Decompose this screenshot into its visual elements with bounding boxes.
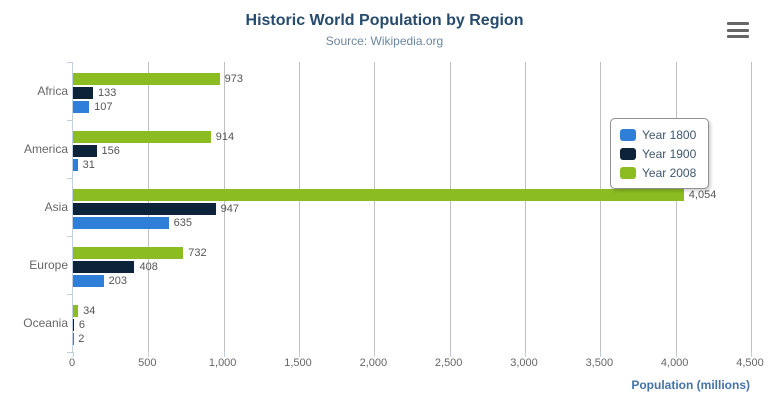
x-axis-tick-label: 4,500 bbox=[736, 357, 764, 369]
bar-value-label: 156 bbox=[101, 145, 120, 157]
gridline bbox=[675, 62, 677, 352]
y-axis-tick bbox=[67, 352, 73, 353]
bar-value-label: 31 bbox=[82, 159, 95, 171]
bar-group-oceania: 34 6 2 bbox=[73, 294, 751, 352]
y-axis-tick bbox=[67, 178, 73, 179]
y-axis-tick bbox=[67, 294, 73, 295]
bar-value-label: 4,054 bbox=[688, 189, 717, 201]
bar-group-america: 914 156 31 bbox=[73, 120, 751, 178]
legend-item-year-1800[interactable]: Year 1800 bbox=[620, 125, 696, 144]
hamburger-menu-icon[interactable] bbox=[725, 20, 751, 40]
legend-swatch-icon bbox=[620, 128, 636, 141]
x-axis-tick-label: 2,000 bbox=[359, 357, 388, 369]
plot-area: 973 133 107 914 156 31 4,054 947 635 732 408 203 34 6… bbox=[67, 62, 752, 357]
bar-asia-year-1900[interactable] bbox=[73, 203, 216, 215]
category-label-africa: Africa bbox=[37, 84, 68, 98]
x-axis-tick-label: 3,500 bbox=[585, 357, 614, 369]
x-axis-tick-label: 0 bbox=[68, 357, 76, 369]
bar-value-label: 914 bbox=[215, 131, 235, 143]
bar-value-label: 2 bbox=[78, 333, 85, 345]
legend-swatch-icon bbox=[620, 147, 636, 160]
bar-oceania-year-2008[interactable] bbox=[73, 305, 79, 317]
x-axis-tick-label: 4,000 bbox=[660, 357, 689, 369]
gridline bbox=[374, 62, 376, 352]
x-axis-tick bbox=[299, 352, 300, 357]
bar-africa-year-1900[interactable] bbox=[73, 87, 94, 99]
bar-value-label: 34 bbox=[83, 305, 96, 317]
category-label-asia: Asia bbox=[44, 200, 68, 214]
x-axis-tick bbox=[148, 352, 150, 357]
legend-label: Year 1800 bbox=[642, 127, 697, 142]
y-axis-tick bbox=[67, 236, 73, 237]
y-axis-tick bbox=[67, 120, 73, 121]
bar-america-year-1800[interactable] bbox=[73, 159, 78, 171]
x-axis-tick bbox=[449, 352, 451, 357]
chart-title: Historic World Population by Region bbox=[245, 12, 524, 29]
bar-group-africa: 973 133 107 bbox=[73, 62, 751, 120]
legend-item-year-2008[interactable]: Year 2008 bbox=[620, 163, 696, 182]
x-axis-tick bbox=[525, 352, 526, 357]
category-label-oceania: Oceania bbox=[23, 316, 68, 330]
bar-value-label: 133 bbox=[98, 87, 117, 99]
bar-group-asia: 4,054 947 635 bbox=[73, 178, 751, 236]
x-axis-tick-label: 3,000 bbox=[510, 357, 538, 369]
bar-africa-year-1800[interactable] bbox=[73, 101, 90, 113]
category-label-america: America bbox=[23, 142, 68, 156]
x-axis-title: Population (millions) bbox=[631, 378, 750, 392]
y-axis-tick bbox=[67, 62, 73, 63]
x-axis-tick bbox=[600, 352, 602, 357]
gridline bbox=[525, 62, 526, 352]
legend-label: Year 1900 bbox=[642, 146, 697, 161]
gridline bbox=[299, 62, 300, 352]
x-axis-tick bbox=[73, 352, 74, 357]
legend-label: Year 2008 bbox=[642, 165, 697, 180]
x-axis-tick bbox=[751, 352, 752, 357]
bar-america-year-2008[interactable] bbox=[73, 131, 211, 143]
bar-asia-year-2008[interactable] bbox=[73, 189, 684, 201]
bar-europe-year-2008[interactable] bbox=[73, 247, 184, 259]
gridline bbox=[751, 62, 752, 352]
legend-item-year-1900[interactable]: Year 1900 bbox=[620, 144, 696, 163]
bar-value-label: 732 bbox=[188, 247, 207, 259]
bar-oceania-year-1900[interactable] bbox=[73, 319, 74, 331]
bar-value-label: 107 bbox=[94, 101, 113, 113]
bar-europe-year-1900[interactable] bbox=[73, 261, 135, 273]
x-axis-tick bbox=[675, 352, 677, 357]
gridline bbox=[223, 62, 225, 352]
legend-swatch-icon bbox=[620, 166, 636, 179]
bar-value-label: 203 bbox=[108, 275, 127, 287]
x-axis-tick-label: 1,000 bbox=[208, 357, 237, 369]
x-axis-tick-label: 1,500 bbox=[284, 357, 312, 369]
bar-africa-year-2008[interactable] bbox=[73, 73, 220, 85]
bar-asia-year-1800[interactable] bbox=[73, 217, 169, 229]
bar-value-label: 973 bbox=[224, 73, 243, 85]
legend: Year 1800 Year 1900 Year 2008 bbox=[610, 118, 710, 189]
bar-america-year-1900[interactable] bbox=[73, 145, 97, 157]
bar-value-label: 635 bbox=[173, 217, 193, 229]
bar-group-europe: 732 408 203 bbox=[73, 236, 751, 294]
x-axis-tick bbox=[374, 352, 376, 357]
gridline bbox=[600, 62, 602, 352]
x-axis-tick-label: 500 bbox=[138, 357, 157, 369]
bar-europe-year-1800[interactable] bbox=[73, 275, 104, 287]
gridline bbox=[449, 62, 451, 352]
category-label-europe: Europe bbox=[29, 258, 68, 272]
bar-value-label: 947 bbox=[220, 203, 240, 215]
x-axis-tick-label: 2,500 bbox=[434, 357, 463, 369]
bar-value-label: 408 bbox=[139, 261, 158, 273]
bar-value-label: 6 bbox=[78, 319, 86, 331]
x-axis-tick bbox=[223, 352, 225, 357]
chart-subtitle: Source: Wikipedia.org bbox=[325, 34, 444, 48]
